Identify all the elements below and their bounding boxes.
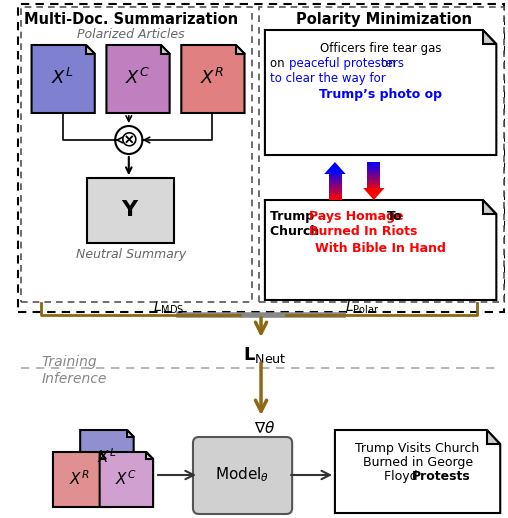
Polygon shape [107, 45, 170, 113]
Polygon shape [161, 45, 170, 54]
Text: on: on [270, 57, 288, 70]
Polygon shape [363, 188, 385, 200]
Text: $X^C$: $X^C$ [115, 470, 137, 488]
Polygon shape [236, 45, 244, 54]
Polygon shape [483, 200, 496, 214]
Text: Multi-Doc. Summarization: Multi-Doc. Summarization [24, 12, 238, 27]
Text: Burned in George: Burned in George [363, 456, 472, 469]
Polygon shape [181, 45, 244, 113]
Polygon shape [127, 430, 134, 437]
Bar [259, 7, 504, 302]
Text: Floyd: Floyd [384, 470, 421, 483]
Text: $\otimes$: $\otimes$ [119, 130, 138, 150]
Text: Neutral Summary: Neutral Summary [76, 248, 186, 261]
Polygon shape [265, 30, 496, 155]
Text: Model$_\theta$: Model$_\theta$ [215, 466, 270, 484]
Text: To: To [387, 210, 402, 223]
Polygon shape [100, 452, 107, 459]
Text: Trump Visits Church: Trump Visits Church [356, 442, 480, 455]
Text: $X^C$: $X^C$ [125, 68, 150, 88]
Polygon shape [324, 162, 345, 174]
Text: Officers fire tear gas: Officers fire tear gas [320, 42, 441, 55]
Text: $L_{\rm MDS}$: $L_{\rm MDS}$ [153, 300, 184, 316]
Text: With Bible In Hand: With Bible In Hand [315, 242, 446, 255]
Polygon shape [265, 200, 496, 300]
Polygon shape [487, 430, 500, 444]
Polygon shape [100, 452, 153, 507]
Polygon shape [335, 430, 500, 513]
Polygon shape [146, 452, 153, 459]
Text: Inference: Inference [41, 372, 107, 386]
Text: $\nabla\theta$: $\nabla\theta$ [255, 420, 275, 436]
Polygon shape [80, 430, 134, 485]
Text: to clear the way for: to clear the way for [270, 72, 386, 85]
Text: Polarized Articles: Polarized Articles [77, 28, 184, 41]
FancyBboxPatch shape [193, 437, 292, 514]
Text: $X^L$: $X^L$ [97, 448, 116, 466]
Text: $\mathbf{L}_{\rm Neut}$: $\mathbf{L}_{\rm Neut}$ [243, 345, 287, 365]
Text: Church: Church [270, 225, 324, 238]
Text: $\mathbf{Y}$: $\mathbf{Y}$ [121, 200, 140, 220]
Bar [21, 7, 252, 302]
Text: $X^L$: $X^L$ [51, 68, 74, 88]
Polygon shape [31, 45, 95, 113]
Bar [87, 178, 174, 243]
Polygon shape [483, 30, 496, 44]
Text: Trump: Trump [270, 210, 319, 223]
Bar [18, 4, 504, 312]
Text: Polarity Minimization: Polarity Minimization [296, 12, 471, 27]
Circle shape [115, 126, 142, 154]
Text: $L_{\rm Polar}$: $L_{\rm Polar}$ [344, 300, 379, 316]
Text: Pays Homage: Pays Homage [309, 210, 407, 223]
Text: peaceful protesters: peaceful protesters [289, 57, 404, 70]
Text: Trump’s photo op: Trump’s photo op [319, 88, 442, 101]
Text: Burned In Riots: Burned In Riots [309, 225, 417, 238]
Text: Training: Training [41, 355, 97, 369]
Text: Protests: Protests [412, 470, 470, 483]
Text: $X^R$: $X^R$ [69, 470, 89, 488]
Text: on: on [380, 57, 399, 70]
Polygon shape [86, 45, 95, 54]
Polygon shape [53, 452, 107, 507]
Text: $X^R$: $X^R$ [201, 68, 225, 88]
